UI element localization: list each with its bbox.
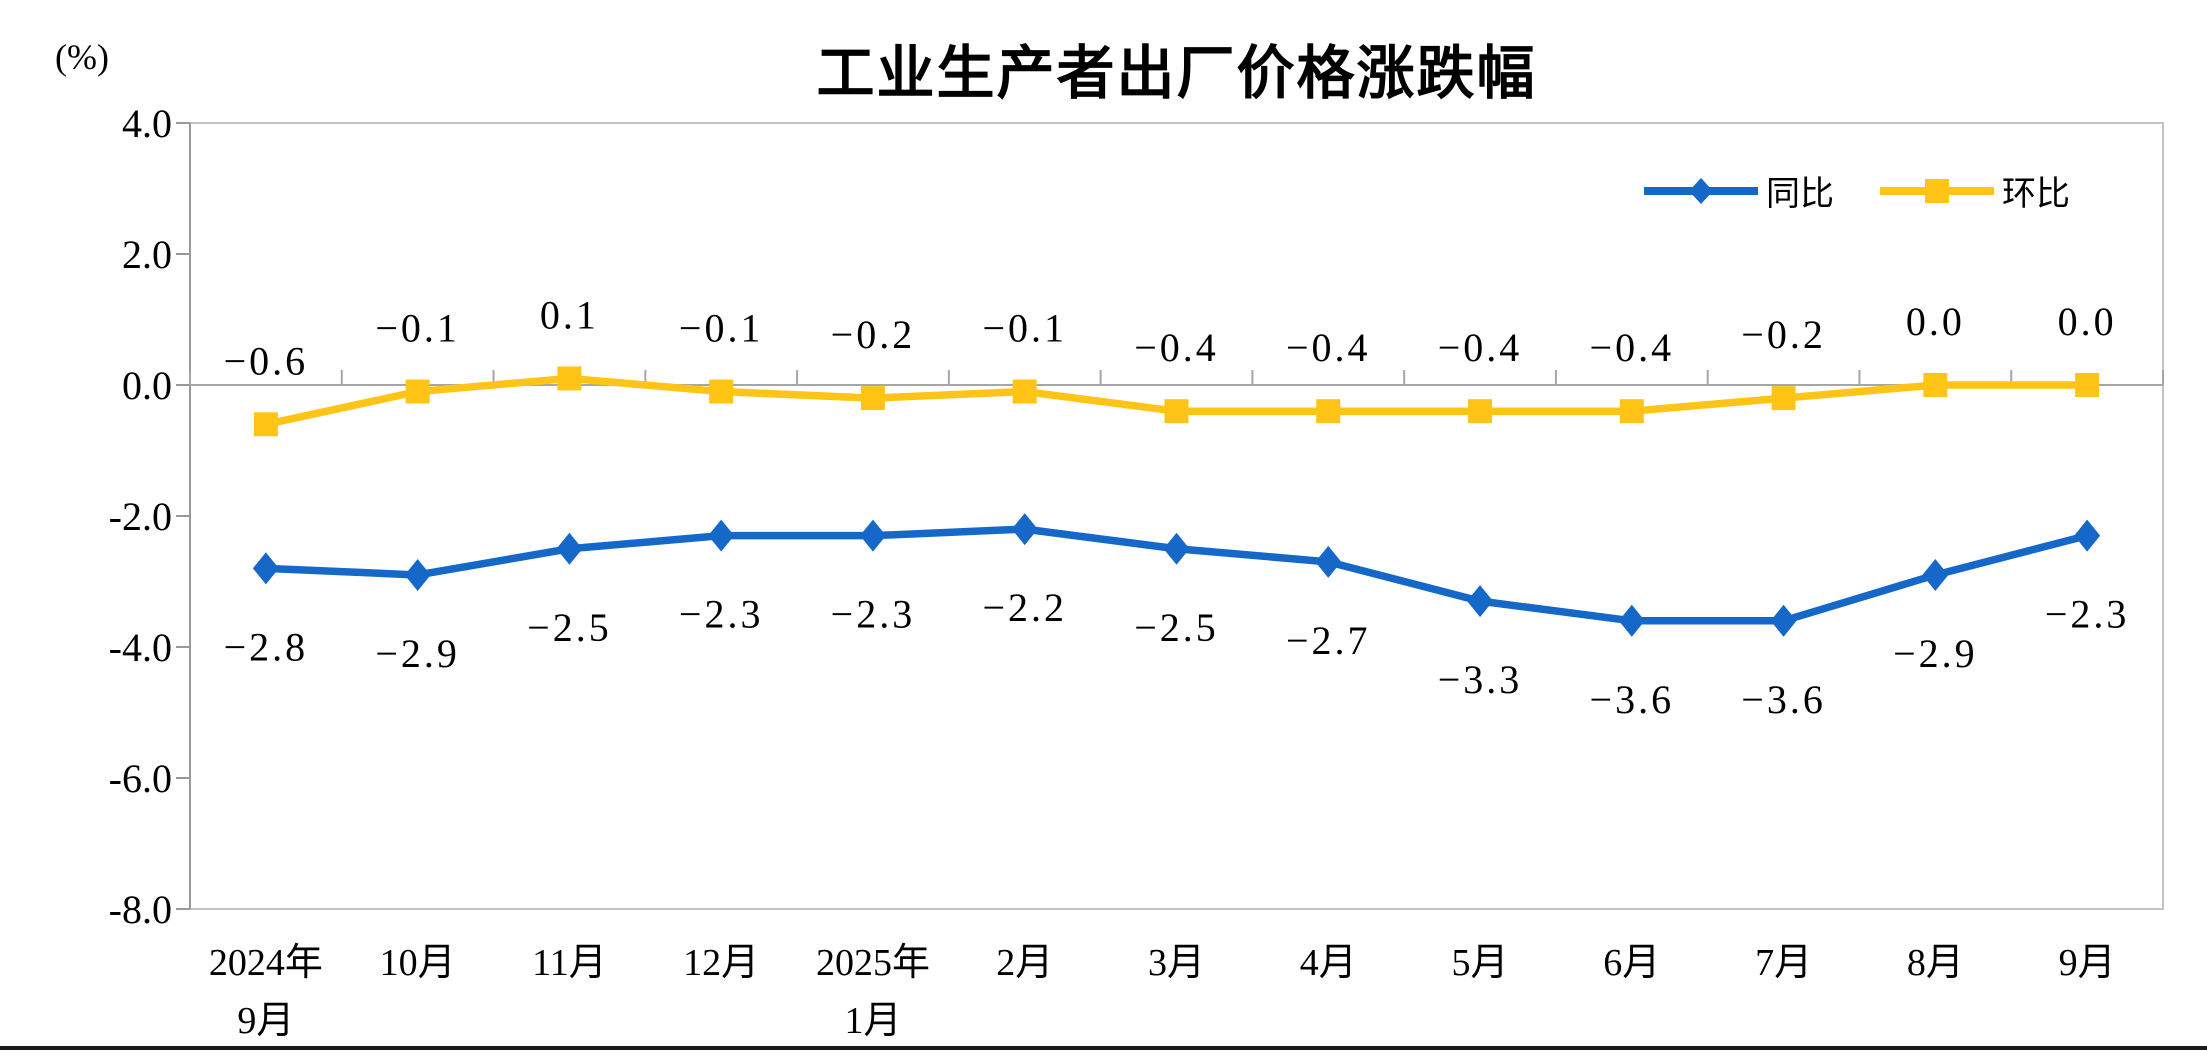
data-point-square bbox=[1164, 399, 1189, 424]
data-point-diamond bbox=[859, 519, 886, 552]
y-tick-label: -2.0 bbox=[109, 494, 172, 539]
y-tick-label: 2.0 bbox=[122, 232, 172, 277]
data-label: 0.0 bbox=[2058, 299, 2117, 344]
data-point-diamond bbox=[1011, 513, 1038, 546]
data-point-diamond bbox=[1467, 585, 1494, 618]
data-point-square bbox=[405, 379, 430, 404]
data-point-square bbox=[1012, 379, 1037, 404]
legend: 同比 环比 bbox=[1642, 166, 2070, 215]
data-point-diamond bbox=[708, 519, 735, 552]
data-point-square bbox=[1468, 399, 1493, 424]
data-label: −2.8 bbox=[224, 624, 309, 669]
x-tick-label: 9月 bbox=[237, 1000, 294, 1042]
data-label: −0.4 bbox=[1590, 325, 1675, 370]
data-point-square bbox=[1619, 399, 1644, 424]
data-label: −2.5 bbox=[1134, 605, 1219, 650]
data-label: −3.6 bbox=[1590, 677, 1675, 722]
data-point-square bbox=[709, 379, 734, 404]
data-label: −0.4 bbox=[1438, 325, 1523, 370]
page-bottom-divider bbox=[0, 1046, 2207, 1050]
legend-label-mom: 环比 bbox=[2002, 175, 2070, 213]
x-tick-label: 11月 bbox=[532, 942, 607, 984]
data-point-diamond bbox=[404, 558, 431, 591]
data-label: −0.4 bbox=[1134, 325, 1219, 370]
y-tick-label: -4.0 bbox=[109, 625, 172, 670]
data-label: 0.0 bbox=[1906, 299, 1965, 344]
data-label: −0.4 bbox=[1286, 325, 1371, 370]
plot-area-border bbox=[189, 122, 2164, 910]
data-point-diamond bbox=[556, 532, 583, 565]
x-tick-label: 7月 bbox=[1755, 942, 1812, 984]
chart-title: 工业生产者出厂价格涨跌幅 bbox=[816, 41, 1537, 106]
x-tick-label: 9月 bbox=[2059, 942, 2116, 984]
data-label: −2.3 bbox=[831, 592, 916, 637]
data-point-square bbox=[557, 366, 582, 391]
data-point-diamond bbox=[1922, 558, 1949, 591]
x-tick-label: 3月 bbox=[1148, 942, 1205, 984]
x-tick-label: 2024年 bbox=[209, 942, 323, 984]
data-label: −0.1 bbox=[982, 306, 1067, 351]
legend-label-yoy: 同比 bbox=[1766, 175, 1834, 213]
data-point-square bbox=[1923, 373, 1948, 397]
legend-line-square-icon bbox=[1880, 178, 1994, 203]
data-point-diamond bbox=[1618, 604, 1645, 637]
y-axis-unit-label: (%) bbox=[55, 37, 109, 77]
data-label: −2.7 bbox=[1286, 618, 1371, 663]
data-point-diamond bbox=[1770, 604, 1797, 637]
data-label: −2.3 bbox=[679, 592, 764, 637]
x-tick-label: 2025年 bbox=[816, 942, 930, 984]
data-point-square bbox=[1771, 386, 1796, 411]
data-label: −3.3 bbox=[1438, 657, 1523, 702]
y-tick-label: -6.0 bbox=[109, 756, 172, 801]
x-tick-label: 6月 bbox=[1603, 942, 1660, 984]
data-point-diamond bbox=[1163, 532, 1190, 565]
data-point-square bbox=[253, 412, 278, 437]
data-label: −0.6 bbox=[224, 338, 309, 383]
data-point-square bbox=[860, 386, 885, 411]
legend-item-mom: 环比 bbox=[1878, 166, 2070, 215]
data-label: −2.9 bbox=[375, 631, 460, 676]
x-tick-label: 4月 bbox=[1300, 942, 1357, 984]
data-label: −2.3 bbox=[2045, 592, 2130, 637]
x-tick-label: 1月 bbox=[844, 1000, 901, 1042]
x-tick-label: 10月 bbox=[380, 942, 456, 984]
data-label: −0.2 bbox=[1741, 312, 1826, 357]
y-tick-label: 4.0 bbox=[122, 101, 172, 146]
data-label: −3.6 bbox=[1741, 677, 1826, 722]
data-label: −0.2 bbox=[831, 312, 916, 357]
data-label: −2.9 bbox=[1893, 631, 1978, 676]
data-point-diamond bbox=[1315, 545, 1342, 578]
data-label: −0.1 bbox=[375, 306, 460, 351]
x-tick-label: 8月 bbox=[1907, 942, 1964, 984]
data-label: −2.5 bbox=[527, 605, 612, 650]
data-label: −0.1 bbox=[679, 306, 764, 351]
data-label: 0.1 bbox=[540, 292, 599, 337]
data-point-square bbox=[2075, 373, 2100, 397]
x-tick-label: 2月 bbox=[996, 942, 1053, 984]
y-tick-label: -8.0 bbox=[109, 887, 172, 932]
data-point-diamond bbox=[252, 552, 279, 585]
x-tick-label: 12月 bbox=[683, 942, 759, 984]
y-tick-label: 0.0 bbox=[122, 363, 172, 408]
data-point-square bbox=[1316, 399, 1341, 424]
x-tick-label: 5月 bbox=[1452, 942, 1509, 984]
data-label: −2.2 bbox=[982, 585, 1067, 630]
legend-line-diamond-icon bbox=[1644, 177, 1758, 204]
data-point-diamond bbox=[2074, 519, 2101, 552]
legend-item-yoy: 同比 bbox=[1642, 166, 1834, 215]
